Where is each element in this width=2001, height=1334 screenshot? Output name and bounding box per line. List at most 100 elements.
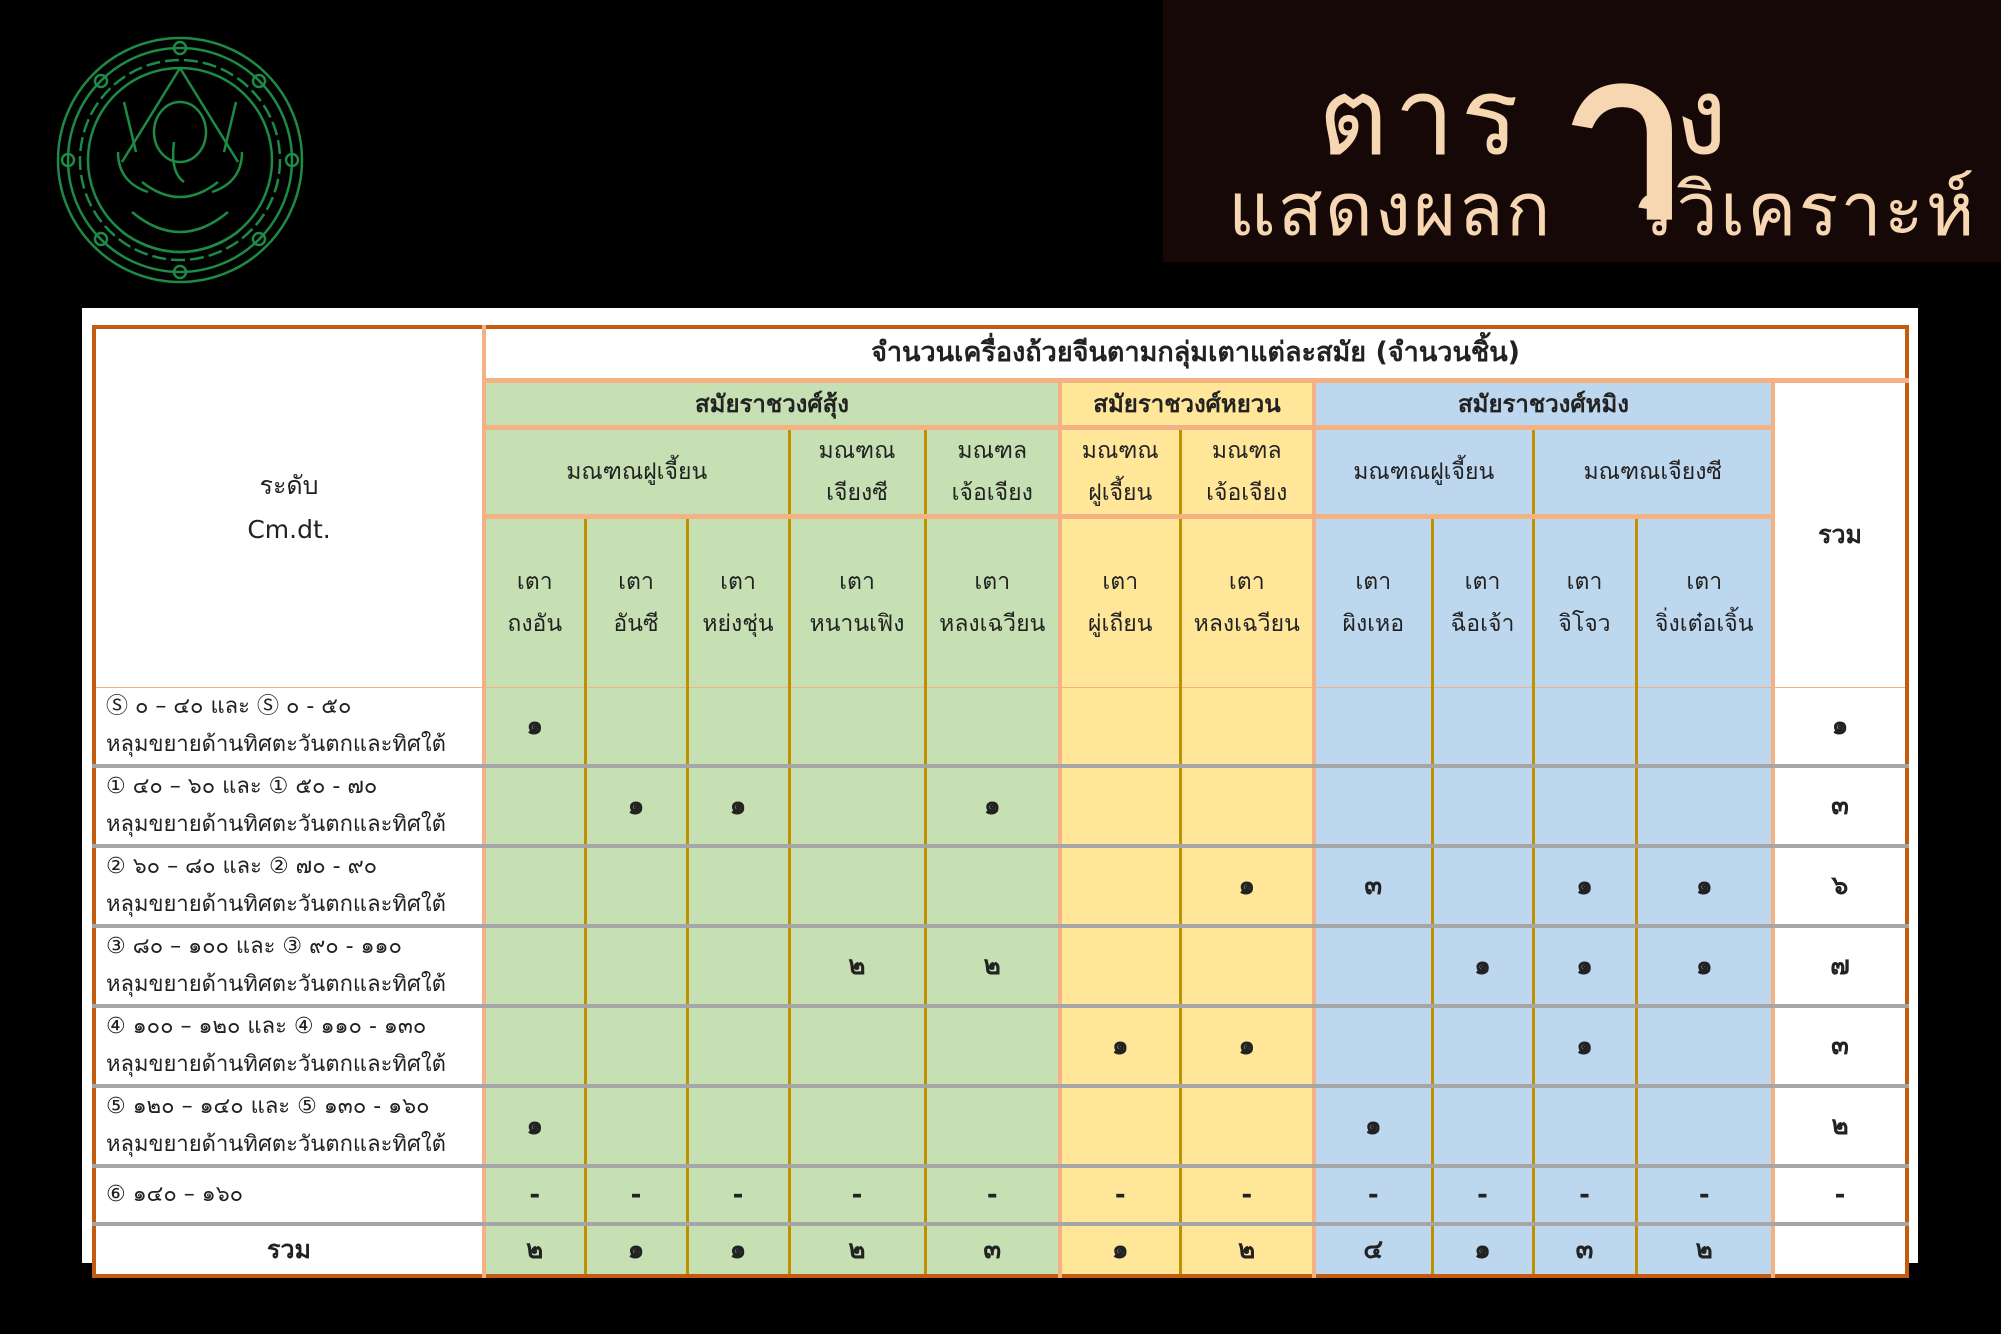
count-cell bbox=[1179, 686, 1315, 768]
level-range: ① ๔๐ – ๖๐ และ ① ๕๐ - ๗๐ bbox=[106, 773, 378, 799]
count-cell: ๑ bbox=[1532, 925, 1638, 1008]
grand-total-cell bbox=[1770, 1221, 1908, 1276]
table-row: ① ๔๐ – ๖๐ และ ① ๕๐ - ๗๐หลุมขยายด้านทิศตะ… bbox=[93, 765, 1908, 848]
count-cell bbox=[1532, 1085, 1638, 1168]
level-note: หลุมขยายด้านทิศตะวันตกและทิศใต้ bbox=[106, 811, 446, 837]
column-total-cell: ๑ bbox=[686, 1221, 791, 1276]
count-cell bbox=[1635, 1085, 1774, 1168]
level-note: หลุมขยายด้านทิศตะวันตกและทิศใต้ bbox=[106, 1051, 446, 1077]
province-header: มณฑณฝูเจี้ยน bbox=[1312, 426, 1535, 519]
province-header-line: ฝูเจี้ยน bbox=[1088, 479, 1153, 506]
kiln-header: เตา หลงเฉวียน bbox=[924, 515, 1061, 688]
count-cell bbox=[1431, 765, 1535, 848]
kiln-header: เตาอันซี bbox=[584, 515, 689, 688]
level-note: หลุมขยายด้านทิศตะวันตกและทิศใต้ bbox=[106, 891, 446, 917]
ganesha-seal-logo bbox=[56, 36, 304, 284]
title-line-2: แสดงผลก รวิเคราะห์ bbox=[1228, 167, 1977, 253]
province-header-line: เจ้อเจียง bbox=[1206, 479, 1288, 506]
count-cell bbox=[483, 1005, 587, 1088]
count-cell bbox=[483, 925, 587, 1008]
analysis-table: ระดับ Cm.dt. จำนวนเครื่องถ้วยจีนตามกลุ่มเต… bbox=[92, 325, 1910, 1278]
table-row: Ⓢ ๐ – ๔๐ และ Ⓢ ๐ - ๕๐ หลุมขยายด้านทิศตะวั… bbox=[93, 686, 1908, 768]
count-cell bbox=[584, 845, 689, 928]
count-cell bbox=[584, 1005, 689, 1088]
level-header-line: ระดับ bbox=[259, 470, 319, 500]
count-cell bbox=[1179, 925, 1315, 1008]
count-cell bbox=[788, 1005, 927, 1088]
column-total-cell: ๔ bbox=[1312, 1221, 1434, 1276]
table-row: ② ๖๐ – ๘๐ และ ② ๗๐ - ๙๐ หลุมขยายด้านทิศตะ… bbox=[93, 845, 1908, 928]
table-row: ⑥ ๑๔๐ – ๑๖๐- - - - - - - - - - - - bbox=[93, 1165, 1908, 1226]
count-cell: - bbox=[1431, 1165, 1535, 1226]
count-cell bbox=[1431, 845, 1535, 928]
count-cell bbox=[584, 686, 689, 768]
kiln-header-line: เตา bbox=[1228, 568, 1265, 595]
count-cell bbox=[1058, 686, 1182, 768]
count-cell: ๑ bbox=[1635, 845, 1774, 928]
count-cell: ๑ bbox=[584, 765, 689, 848]
count-cell bbox=[1312, 925, 1434, 1008]
kiln-header: เตา ถงอัน bbox=[483, 515, 587, 688]
kiln-header-line: ฉือเจ้า bbox=[1450, 610, 1515, 637]
kiln-header-line: หย่งชุ่น bbox=[702, 610, 774, 637]
total-header: รวม bbox=[1770, 379, 1908, 688]
count-cell: ๑ bbox=[686, 765, 791, 848]
count-cell bbox=[1635, 1005, 1774, 1088]
header-row-title: ระดับ Cm.dt. จำนวนเครื่องถ้วยจีนตามกลุ่มเต… bbox=[93, 326, 1908, 688]
province-header-line: มณฑณ bbox=[818, 437, 896, 464]
count-cell: ๓ bbox=[1312, 845, 1434, 928]
row-total-cell: ๓ bbox=[1770, 765, 1908, 848]
count-cell bbox=[1431, 1085, 1535, 1168]
count-cell bbox=[1431, 686, 1535, 768]
province-header: มณฑล เจ้อเจียง bbox=[924, 426, 1061, 519]
count-cell: - bbox=[924, 1165, 1061, 1226]
count-cell: ๑ bbox=[483, 686, 587, 768]
table-row: ③ ๘๐ – ๑๐๐ และ ③ ๙๐ - ๑๑๐ หลุมขยายด้านทิศ… bbox=[93, 925, 1908, 1008]
level-cell: ① ๔๐ – ๖๐ และ ① ๕๐ - ๗๐หลุมขยายด้านทิศตะ… bbox=[93, 765, 486, 848]
kiln-header-line: เตา bbox=[1355, 568, 1392, 595]
level-cell: ② ๖๐ – ๘๐ และ ② ๗๐ - ๙๐ หลุมขยายด้านทิศตะ… bbox=[93, 845, 486, 928]
kiln-header-line: จิ่งเต๋อเจิ้น bbox=[1655, 610, 1754, 637]
row-total-cell: ๖ bbox=[1770, 845, 1908, 928]
kiln-header-line: เตา bbox=[516, 568, 553, 595]
count-cell bbox=[1179, 765, 1315, 848]
count-cell bbox=[1058, 765, 1182, 848]
count-cell bbox=[1058, 845, 1182, 928]
total-row: รวม๒๑๑๒๓๑๒๔๑๓๒ bbox=[93, 1221, 1908, 1276]
kiln-header-line: เตา bbox=[1566, 568, 1603, 595]
header-row-kilns: เตา ถงอัน เตา อันซี เตา หย่งชุ่น เตา หนานเฟิง เต… bbox=[94, 515, 1907, 688]
count-cell: - bbox=[584, 1165, 689, 1226]
count-cell: - bbox=[1179, 1165, 1315, 1226]
kiln-header-line: อันซี bbox=[613, 610, 659, 637]
kiln-header-line: เตา bbox=[839, 568, 875, 595]
kiln-header-line: ผู่เถียน bbox=[1088, 610, 1153, 637]
era-header: สมัยราชวงศ์หมิง bbox=[1312, 379, 1774, 430]
column-total-cell: ๒ bbox=[1635, 1221, 1774, 1276]
main-header: จำนวนเครื่องถ้วยจีนตามกลุ่มเตาแต่ละสมัย … bbox=[483, 326, 1908, 383]
level-range: ⑤ ๑๒๐ – ๑๔๐ และ ⑤ ๑๓๐ - ๑๖๐ bbox=[106, 1093, 430, 1119]
count-cell: - bbox=[788, 1165, 927, 1226]
level-range: ④ ๑๐๐ – ๑๒๐ และ ④ ๑๑๐ - ๑๓๐ bbox=[106, 1013, 427, 1039]
row-total-cell: ๑ bbox=[1770, 686, 1908, 768]
count-cell bbox=[686, 925, 791, 1008]
count-cell bbox=[1532, 686, 1638, 768]
kiln-header-line: เตา bbox=[618, 568, 654, 595]
row-total-cell: ๓ bbox=[1770, 1005, 1908, 1088]
kiln-header: เตา หย่งชุ่น bbox=[686, 515, 791, 688]
column-total-cell: ๒ bbox=[483, 1221, 587, 1276]
count-cell bbox=[788, 1085, 927, 1168]
era-header: สมัยราชวงศ์สุ้ง bbox=[483, 379, 1061, 430]
province-header: มณฑณฝูเจี้ยน bbox=[1058, 426, 1182, 519]
count-cell bbox=[1058, 925, 1182, 1008]
kiln-header-line: เตา bbox=[974, 568, 1011, 595]
header-row-eras: สมัยราชวงศ์สุ้ง สมัยราชวงศ์หยวน สมัยราชวงศ… bbox=[94, 379, 1908, 688]
count-cell bbox=[924, 1005, 1061, 1088]
count-cell: ๑ bbox=[1312, 1085, 1434, 1168]
count-cell bbox=[1532, 765, 1638, 848]
row-total-cell: - bbox=[1770, 1165, 1908, 1226]
kiln-header: เตา ผู่เถียน bbox=[1058, 515, 1182, 688]
column-total-cell: ๒ bbox=[1179, 1221, 1315, 1276]
level-range: ③ ๘๐ – ๑๐๐ และ ③ ๙๐ - ๑๑๐ bbox=[106, 933, 402, 959]
count-cell bbox=[686, 686, 791, 768]
count-cell: ๑ bbox=[1179, 1005, 1315, 1088]
